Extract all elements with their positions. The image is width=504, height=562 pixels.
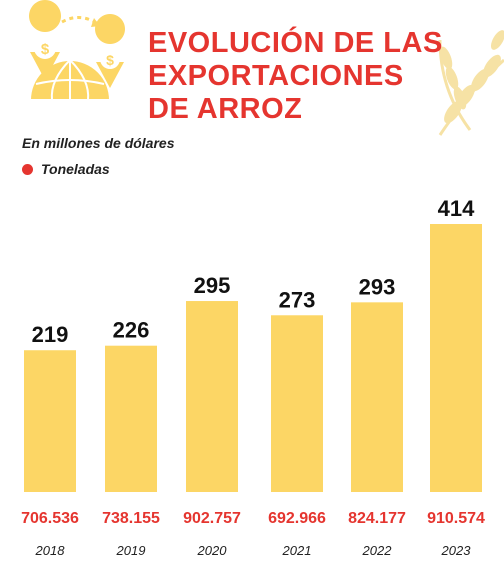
tonnage-label-2021: 692.966 <box>268 510 326 527</box>
bar-2020 <box>186 301 238 492</box>
bar-2018 <box>24 350 76 492</box>
bar-2022 <box>351 302 403 492</box>
value-label-2020: 295 <box>194 273 231 298</box>
dollar-pin-icon: $ <box>29 0 62 80</box>
tonnage-label-2022: 824.177 <box>348 510 406 527</box>
exports-illustration: $ $ <box>29 0 126 101</box>
year-label-2021: 2021 <box>282 543 312 558</box>
legend: Toneladas <box>22 161 110 177</box>
legend-dot-icon <box>22 163 33 175</box>
bar-2021 <box>271 315 323 492</box>
value-label-2023: 414 <box>438 196 475 221</box>
tonnage-label-2018: 706.536 <box>21 510 79 527</box>
dollar-pin-icon: $ <box>95 13 126 88</box>
year-label-2020: 2020 <box>197 543 228 558</box>
chart-title-line-1: EVOLUCIÓN DE LAS <box>148 27 443 59</box>
value-label-2019: 226 <box>113 318 150 343</box>
chart-title-line-3: DE ARROZ <box>148 93 303 125</box>
bar-2023 <box>430 224 482 492</box>
value-label-2018: 219 <box>32 322 69 347</box>
year-label-2018: 2018 <box>35 543 66 558</box>
tonnage-label-2023: 910.574 <box>427 510 485 527</box>
legend-label: Toneladas <box>41 161 110 177</box>
svg-text:$: $ <box>41 41 50 58</box>
chart-title-line-2: EXPORTACIONES <box>148 60 404 92</box>
chart-subtitle: En millones de dólares <box>22 135 175 151</box>
svg-text:$: $ <box>106 52 114 68</box>
tonnage-label-2019: 738.155 <box>102 510 160 527</box>
rice-stalk-icon <box>438 30 504 136</box>
tonnage-label-2020: 902.757 <box>183 510 241 527</box>
year-label-2023: 2023 <box>441 543 472 558</box>
year-label-2022: 2022 <box>362 543 393 558</box>
year-label-2019: 2019 <box>116 543 146 558</box>
value-label-2021: 273 <box>279 287 316 312</box>
bar-2019 <box>105 345 157 492</box>
value-label-2022: 293 <box>359 274 396 299</box>
